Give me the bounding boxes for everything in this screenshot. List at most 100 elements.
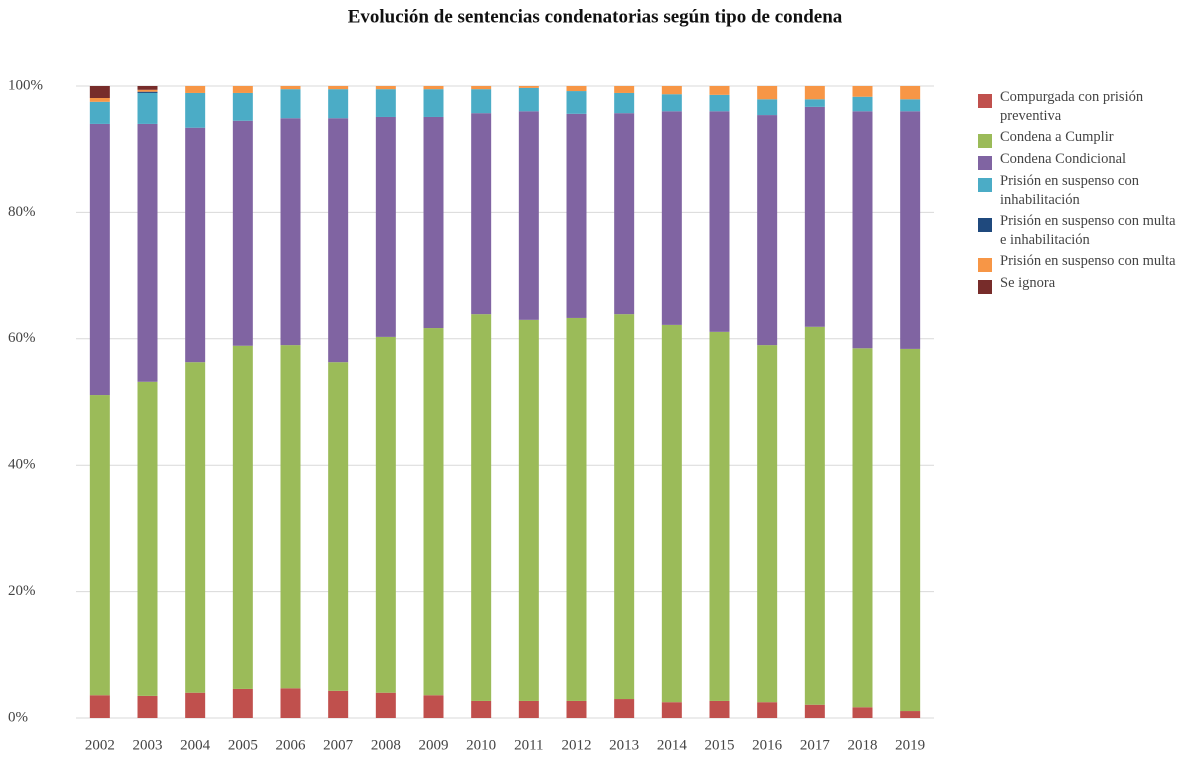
legend-label: Prisión en suspenso con multa e inhabili… [1000, 213, 1176, 248]
bar-segment [328, 86, 349, 90]
bar-segment [518, 700, 539, 718]
bar-segment [280, 688, 301, 718]
legend-swatch [978, 258, 992, 272]
bar-segment [280, 345, 301, 689]
bar-segment [900, 111, 921, 349]
bar-segment [328, 362, 349, 691]
bar-segment [89, 86, 110, 99]
legend-item: Prisión en suspenso con multa e inhabili… [978, 212, 1178, 250]
y-tick-label: 20% [8, 583, 36, 599]
bar-segment [89, 98, 110, 102]
bar-segment [185, 692, 206, 718]
x-tick-label: 2014 [657, 737, 688, 753]
bar-segment [137, 91, 158, 93]
bar-segment [614, 314, 635, 700]
bar-segment [518, 111, 539, 320]
x-tick-label: 2016 [752, 737, 783, 753]
bar-segment [89, 695, 110, 718]
x-tick-label: 2012 [562, 737, 592, 753]
x-tick-label: 2017 [800, 737, 831, 753]
legend-label: Prisión en suspenso con multa [1000, 253, 1176, 269]
bar-segment [89, 101, 110, 124]
legend-label: Condena a Cumplir [1000, 129, 1114, 145]
bar-segment [423, 89, 444, 117]
bar-segment [375, 89, 396, 117]
bar-segment [375, 116, 396, 337]
legend: Compurgada con prisión preventiva Condena… [978, 88, 1178, 296]
legend-item: Condena a Cumplir [978, 128, 1178, 148]
bar-segment [709, 111, 730, 332]
bar-segment [423, 328, 444, 696]
bar-segment [852, 86, 873, 97]
bar-segment [518, 87, 539, 112]
bar-segment [900, 711, 921, 718]
bar-segment [709, 331, 730, 701]
bar-segment [566, 86, 587, 92]
bar-segment [661, 111, 682, 325]
bar-segment [328, 690, 349, 718]
legend-label: Compurgada con prisión preventiva [1000, 89, 1144, 124]
x-tick-label: 2009 [419, 737, 449, 753]
bar-segment [471, 314, 492, 701]
legend-swatch [978, 94, 992, 108]
bar-segment [185, 362, 206, 693]
bar-segment [137, 381, 158, 696]
bar-segment [328, 89, 349, 119]
bar-segment [423, 116, 444, 329]
bar-segment [185, 127, 206, 363]
bar-segment [804, 704, 825, 718]
y-tick-label: 60% [8, 330, 36, 346]
bar-segment [518, 319, 539, 701]
bar-segment [804, 86, 825, 100]
bar-segment [375, 692, 396, 718]
x-tick-label: 2002 [85, 737, 115, 753]
bar-segment [185, 92, 206, 128]
bar-segment [232, 345, 253, 689]
bar-segment [900, 348, 921, 712]
bar-segment [566, 91, 587, 114]
legend-label: Condena Condicional [1000, 151, 1127, 167]
bar-segment [852, 111, 873, 349]
x-tick-label: 2015 [705, 737, 735, 753]
legend-item: Compurgada con prisión preventiva [978, 88, 1178, 126]
legend-item: Condena Condicional [978, 150, 1178, 170]
legend-swatch [978, 156, 992, 170]
x-tick-label: 2006 [276, 737, 307, 753]
bar-segment [709, 86, 730, 95]
bar-segment [471, 113, 492, 315]
bar-segment [661, 86, 682, 95]
y-tick-label: 0% [8, 709, 28, 725]
bar-segment [375, 86, 396, 90]
bar-segment [614, 86, 635, 93]
y-tick-label: 80% [8, 204, 36, 220]
bar-segment [757, 99, 778, 116]
bar-segment [852, 96, 873, 112]
bar-segment [566, 700, 587, 718]
legend-item: Se ignora [978, 274, 1178, 294]
x-tick-label: 2011 [514, 737, 543, 753]
bar-segment [89, 395, 110, 696]
bar-segment [375, 336, 396, 693]
legend-item: Prisión en suspenso con inhabilitación [978, 172, 1178, 210]
bar-segment [804, 326, 825, 705]
bar-segment [614, 113, 635, 315]
bar-segment [232, 688, 253, 718]
bar-segment [614, 92, 635, 114]
bar-segment [804, 106, 825, 327]
bar-segment [280, 89, 301, 119]
bar-segment [566, 113, 587, 318]
legend-item: Prisión en suspenso con multa [978, 252, 1178, 272]
bar-segment [518, 86, 539, 88]
bar-segment [137, 89, 158, 92]
bar-segment [709, 700, 730, 718]
x-tick-label: 2007 [323, 737, 354, 753]
x-tick-label: 2018 [848, 737, 878, 753]
bar-segment [757, 345, 778, 703]
bar-segment [89, 123, 110, 396]
bar-segment [804, 99, 825, 107]
bar-segment [280, 118, 301, 346]
x-tick-label: 2004 [180, 737, 211, 753]
bar-segment [900, 86, 921, 100]
bar-segment [661, 94, 682, 112]
